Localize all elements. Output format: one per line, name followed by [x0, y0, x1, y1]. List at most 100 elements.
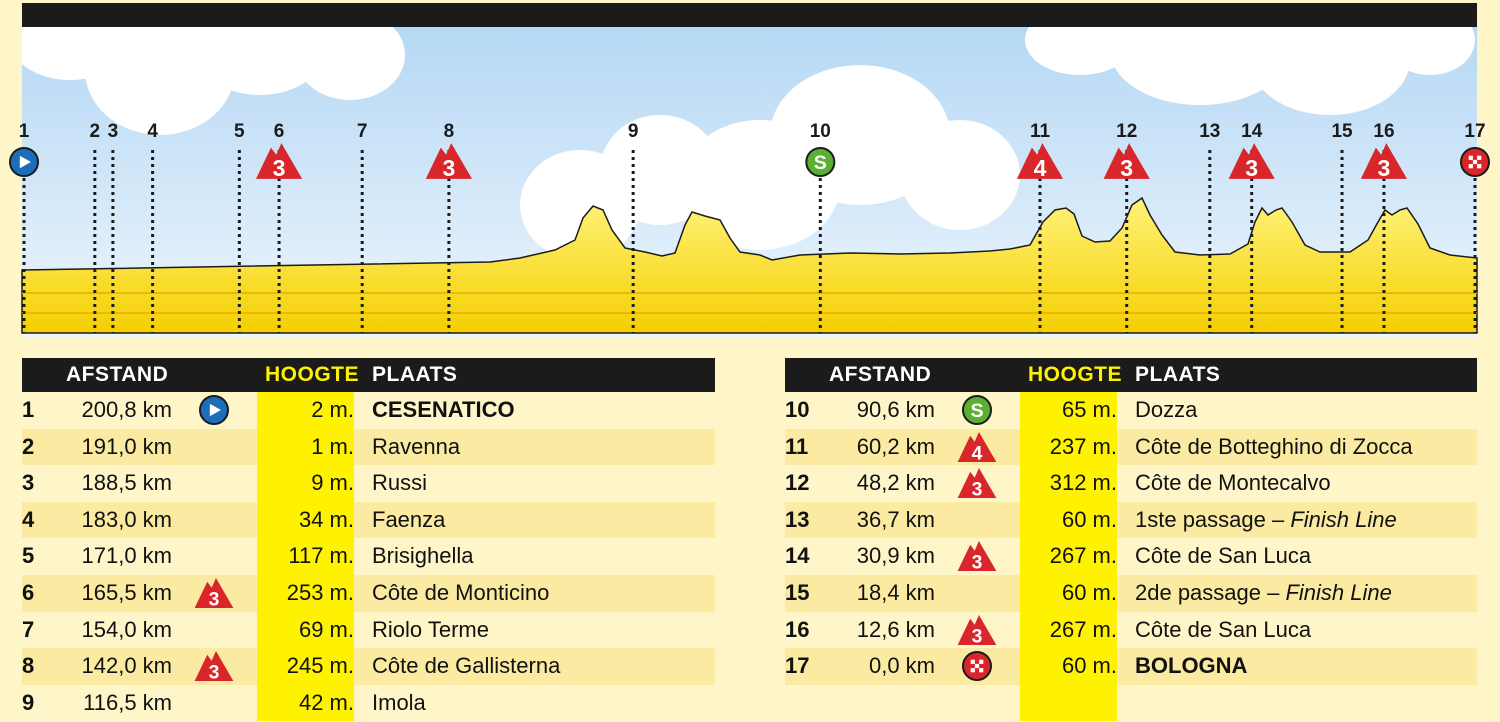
row-number: 8 — [22, 653, 35, 679]
row-distance: 154,0 km — [81, 616, 173, 642]
row-distance: 12,6 km — [856, 616, 935, 642]
place-name: Côte de San Luca — [1135, 543, 1312, 569]
row-number: 9 — [22, 689, 35, 715]
stage-table-right: AFSTAND HOOGTE PLAATS 10 90,6 km 65 m. Dozz… — [785, 358, 1477, 722]
row-distance: 60,2 km — [856, 433, 935, 459]
row-altitude: 253 m. — [257, 574, 354, 612]
row-altitude: 65 m. — [1020, 392, 1117, 429]
place-name: Côte de Monticino — [372, 579, 550, 605]
table-row: 7 154,0 km 69 m. Riolo Terme — [22, 611, 715, 649]
marker-number: 12 — [1116, 121, 1137, 142]
marker-number: 6 — [274, 121, 285, 142]
table-row: 4 183,0 km 34 m. Faenza — [22, 501, 715, 539]
svg-text:3: 3 — [972, 625, 983, 647]
place-name: Côte de Montecalvo — [1135, 470, 1331, 496]
table-row: 12 48,2 km 312 m. Côte de Montecalvo 3 — [785, 465, 1477, 502]
table-row: 8 142,0 km 245 m. Côte de Gallisterna 3 — [22, 648, 715, 685]
place-name: CESENATICO — [372, 397, 515, 422]
row-place: BOLOGNA — [1135, 648, 1247, 685]
row-place: Faenza — [372, 502, 445, 539]
place-emphasis: Finish Line — [1290, 506, 1397, 532]
marker-7: 7 — [357, 121, 368, 333]
row-icon: 4 — [957, 431, 997, 464]
svg-text:3: 3 — [209, 662, 220, 684]
row-altitude: 267 m. — [1020, 538, 1117, 575]
climb-cat-4-icon: 4 — [1016, 143, 1064, 181]
marker-17: 17 — [1460, 121, 1490, 333]
climb-cat-3-icon: 3 — [957, 468, 997, 501]
marker-11: 11 4 — [1016, 121, 1064, 333]
row-altitude: 237 m. — [1020, 428, 1117, 466]
table-row: 15 18,4 km 60 m. 2de passage – Finish Line — [785, 574, 1477, 612]
place-emphasis: Finish Line — [1285, 579, 1392, 605]
marker-8: 83 — [425, 121, 472, 333]
header-hoogte: HOOGTE — [265, 363, 360, 386]
row-distance: 142,0 km — [81, 653, 173, 679]
table-header: AFSTAND HOOGTE PLAATS — [22, 358, 715, 392]
header-plaats: PLAATS — [1135, 363, 1221, 386]
row-number: 2 — [22, 433, 35, 459]
table-row: 10 90,6 km 65 m. Dozza S — [785, 392, 1477, 429]
row-place: Russi — [372, 465, 427, 502]
row-distance: 90,6 km — [856, 397, 935, 422]
table-body: 1 200,8 km 2 m. CESENATICO 2 191,0 km 1 m. Rave… — [22, 392, 715, 722]
row-distance: 0,0 km — [868, 653, 935, 679]
marker-6: 63 — [255, 121, 303, 333]
row-altitude: 42 m. — [257, 684, 354, 722]
row-distance: 18,4 km — [856, 579, 935, 605]
place-name: Riolo Terme — [372, 616, 489, 642]
marker-number: 7 — [357, 121, 368, 142]
row-distance: 165,5 km — [81, 579, 173, 605]
row-number: 1 — [22, 397, 35, 422]
altitude-stripe — [1020, 684, 1117, 722]
svg-text:3: 3 — [209, 589, 220, 611]
row-altitude: 312 m. — [1020, 465, 1117, 502]
stage-table-left: AFSTAND HOOGTE PLAATS 1 200,8 km 2 m. CESEN… — [22, 358, 715, 722]
climb-cat-4-icon: 4 — [957, 431, 997, 464]
marker-3: 3 — [108, 121, 118, 333]
row-altitude: 2 m. — [257, 392, 354, 429]
row-icon: 3 — [957, 468, 997, 501]
svg-text:3: 3 — [972, 552, 983, 574]
climb-cat-3-icon: 3 — [194, 651, 234, 684]
row-distance: 191,0 km — [81, 433, 173, 459]
place-name: Imola — [372, 689, 426, 715]
row-number: 17 — [785, 653, 810, 679]
row-number: 15 — [785, 579, 810, 605]
climb-cat-3-icon: 3 — [957, 614, 997, 647]
place-name: Côte de Botteghino di Zocca — [1135, 433, 1413, 459]
marker-12: 12 3 — [1103, 121, 1150, 333]
header-hoogte: HOOGTE — [1028, 363, 1123, 386]
row-place: 1ste passage – Finish Line — [1135, 502, 1397, 539]
table-header: AFSTAND HOOGTE PLAATS — [785, 358, 1477, 392]
svg-text:S: S — [970, 400, 983, 422]
row-altitude: 1 m. — [257, 428, 354, 466]
marker-number: 15 — [1331, 121, 1353, 142]
row-place: Côte de Gallisterna — [372, 648, 560, 685]
row-place: Côte de Botteghino di Zocca — [1135, 429, 1413, 466]
row-number: 3 — [22, 470, 35, 496]
row-altitude: 34 m. — [257, 501, 354, 539]
table-row: 3 188,5 km 9 m. Russi — [22, 465, 715, 502]
row-place: Dozza — [1135, 392, 1197, 429]
marker-number: 13 — [1199, 121, 1220, 142]
row-place: Riolo Terme — [372, 612, 489, 649]
table-row: 9 116,5 km 42 m. Imola — [22, 684, 715, 722]
table-row: 13 36,7 km 60 m. 1ste passage – Finish Line — [785, 501, 1477, 539]
finish-icon — [962, 651, 992, 682]
table-row: 16 12,6 km 267 m. Côte de San Luca 3 — [785, 611, 1477, 649]
place-name: Faenza — [372, 506, 446, 532]
header-plaats: PLAATS — [372, 363, 458, 386]
marker-number: 10 — [810, 121, 831, 142]
row-place: 2de passage – Finish Line — [1135, 575, 1392, 612]
row-distance: 183,0 km — [81, 506, 173, 532]
climb-cat-3-icon: 3 — [255, 143, 303, 181]
table-row: 5 171,0 km 117 m. Brisighella — [22, 538, 715, 575]
svg-text:4: 4 — [1034, 155, 1047, 181]
svg-text:3: 3 — [1120, 155, 1133, 181]
row-number: 13 — [785, 506, 810, 532]
row-icon: 3 — [957, 614, 997, 647]
place-name: 1ste passage – — [1135, 506, 1291, 532]
climb-cat-3-icon: 3 — [194, 578, 234, 611]
